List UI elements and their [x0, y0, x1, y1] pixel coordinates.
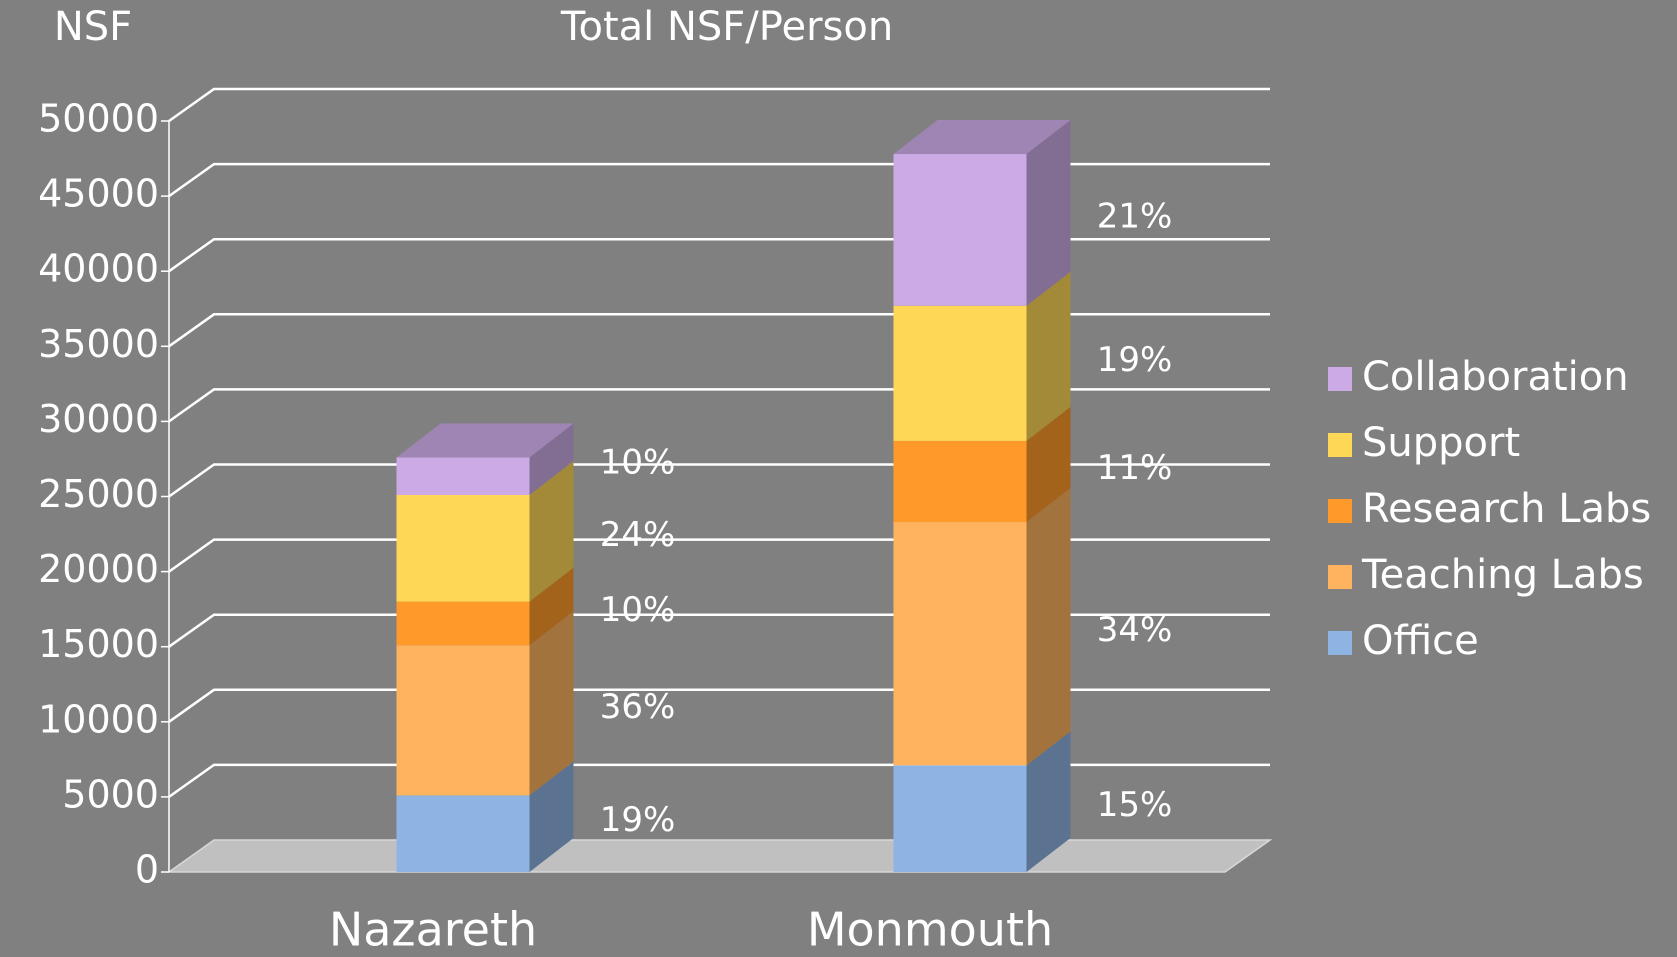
- y-tick-label: 5000: [62, 772, 159, 816]
- share-label: 15%: [1097, 785, 1173, 825]
- share-label: 10%: [600, 590, 676, 630]
- share-label: 10%: [600, 443, 676, 483]
- share-label: 34%: [1097, 610, 1173, 650]
- bar-side: [529, 423, 574, 495]
- bar-segment: [893, 440, 1027, 523]
- bar-side: [529, 460, 574, 602]
- bar-side: [1026, 488, 1071, 766]
- bar-side: [1026, 120, 1071, 306]
- bar-top: [893, 120, 1071, 155]
- bar-segment: [396, 457, 530, 495]
- y-tick-label: 50000: [38, 97, 159, 141]
- legend-swatch: [1328, 631, 1352, 655]
- share-label: 36%: [600, 687, 676, 727]
- x-tick-label: Monmouth: [807, 903, 1053, 957]
- y-tick-label: 25000: [38, 472, 159, 516]
- y-tick-label: 40000: [38, 247, 159, 291]
- y-tick-label: 20000: [38, 547, 159, 591]
- bar-side: [1026, 271, 1071, 441]
- y-tick-label: 15000: [38, 622, 159, 666]
- bar-side: [529, 567, 574, 646]
- legend-swatch: [1328, 565, 1352, 589]
- bar-segment: [893, 154, 1027, 306]
- bar-segment: [893, 305, 1027, 441]
- legend-swatch: [1328, 367, 1352, 391]
- bar-segment: [396, 601, 530, 646]
- chart-title: Total NSF/Person: [560, 4, 893, 50]
- y-axis-label: NSF: [54, 4, 132, 50]
- y-tick-label: 10000: [38, 697, 159, 741]
- bar-segment: [396, 494, 530, 602]
- bar-side: [529, 611, 574, 796]
- bar-segment: [396, 795, 530, 872]
- legend-label: Office: [1362, 618, 1479, 664]
- share-label: 11%: [1097, 448, 1173, 488]
- legend-swatch: [1328, 433, 1352, 457]
- floor: [166, 839, 1273, 873]
- x-tick-label: Nazareth: [329, 903, 537, 957]
- bar-side: [529, 761, 574, 872]
- grid-line: [168, 87, 1270, 123]
- bar-top: [396, 423, 574, 458]
- bar-side: [1026, 406, 1071, 523]
- bar-segment: [893, 522, 1027, 766]
- share-label: 19%: [1097, 340, 1173, 380]
- legend-label: Teaching Labs: [1361, 552, 1644, 598]
- legend-label: Collaboration: [1362, 354, 1629, 400]
- bar-segment: [893, 765, 1027, 872]
- y-tick-label: 35000: [38, 322, 159, 366]
- share-label: 21%: [1097, 196, 1173, 236]
- legend-label: Research Labs: [1362, 486, 1651, 532]
- share-label: 19%: [600, 800, 676, 840]
- legend-swatch: [1328, 499, 1352, 523]
- y-tick-label: 30000: [38, 397, 159, 441]
- y-tick-label: 0: [135, 848, 159, 892]
- share-label: 24%: [600, 515, 676, 555]
- bar-segment: [396, 645, 530, 796]
- legend-label: Support: [1362, 420, 1520, 466]
- y-tick-label: 45000: [38, 172, 159, 216]
- bar-side: [1026, 731, 1071, 872]
